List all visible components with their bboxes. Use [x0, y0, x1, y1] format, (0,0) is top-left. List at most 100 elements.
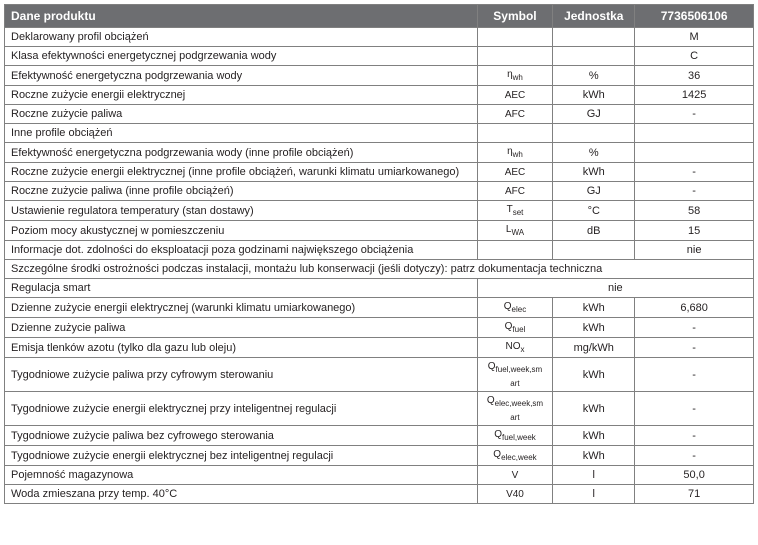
table-row: Tygodniowe zużycie paliwa przy cyfrowym … — [5, 358, 754, 392]
row-value: 1425 — [635, 86, 754, 105]
row-label: Deklarowany profil obciążeń — [5, 28, 478, 47]
row-unit: GJ — [553, 105, 635, 124]
row-label: Roczne zużycie energii elektrycznej — [5, 86, 478, 105]
row-unit: kWh — [553, 426, 635, 446]
row-unit: kWh — [553, 298, 635, 318]
row-symbol: AFC — [477, 182, 553, 201]
row-value: - — [635, 105, 754, 124]
row-unit: kWh — [553, 86, 635, 105]
row-value: M — [635, 28, 754, 47]
row-unit: kWh — [553, 446, 635, 466]
row-label: Tygodniowe zużycie paliwa bez cyfrowego … — [5, 426, 478, 446]
row-value: 50,0 — [635, 466, 754, 485]
row-symbol: Qelec,week — [477, 446, 553, 466]
table-row: Roczne zużycie paliwa (inne profile obci… — [5, 182, 754, 201]
table-row: Klasa efektywności energetycznej podgrze… — [5, 47, 754, 66]
header-model: 7736506106 — [635, 5, 754, 28]
row-label: Emisja tlenków azotu (tylko dla gazu lub… — [5, 338, 478, 358]
row-symbol: Qfuel — [477, 318, 553, 338]
row-label: Tygodniowe zużycie energii elektrycznej … — [5, 392, 478, 426]
table-row: Tygodniowe zużycie energii elektrycznej … — [5, 392, 754, 426]
row-label: Tygodniowe zużycie energii elektrycznej … — [5, 446, 478, 466]
row-symbol: Tset — [477, 201, 553, 221]
row-value: 15 — [635, 221, 754, 241]
row-symbol: NOx — [477, 338, 553, 358]
table-row: Poziom mocy akustycznej w pomieszczeniuL… — [5, 221, 754, 241]
row-label: Klasa efektywności energetycznej podgrze… — [5, 47, 478, 66]
header-unit: Jednostka — [553, 5, 635, 28]
table-row: Efektywność energetyczna podgrzewania wo… — [5, 66, 754, 86]
row-symbol — [477, 28, 553, 47]
table-row: Pojemność magazynowaVl50,0 — [5, 466, 754, 485]
row-symbol: V40 — [477, 485, 553, 504]
row-label: Inne profile obciążeń — [5, 124, 478, 143]
row-symbol: Qfuel,week,smart — [477, 358, 553, 392]
table-row: Tygodniowe zużycie paliwa bez cyfrowego … — [5, 426, 754, 446]
table-row: Tygodniowe zużycie energii elektrycznej … — [5, 446, 754, 466]
table-row: Efektywność energetyczna podgrzewania wo… — [5, 143, 754, 163]
row-value — [635, 124, 754, 143]
row-unit: % — [553, 66, 635, 86]
table-row: Roczne zużycie paliwaAFCGJ- — [5, 105, 754, 124]
row-unit: kWh — [553, 358, 635, 392]
row-symbol — [477, 241, 553, 260]
row-unit: kWh — [553, 318, 635, 338]
row-unit: % — [553, 143, 635, 163]
row-label: Poziom mocy akustycznej w pomieszczeniu — [5, 221, 478, 241]
row-label: Dzienne zużycie energii elektrycznej (wa… — [5, 298, 478, 318]
table-row: Dzienne zużycie energii elektrycznej (wa… — [5, 298, 754, 318]
row-label: Roczne zużycie paliwa — [5, 105, 478, 124]
row-symbol: Qelec — [477, 298, 553, 318]
row-value: C — [635, 47, 754, 66]
row-value: - — [635, 358, 754, 392]
smart-label: Regulacja smart — [5, 279, 478, 298]
merged-info-row: Szczególne środki ostrożności podczas in… — [5, 260, 754, 279]
row-symbol: Qelec,week,smart — [477, 392, 553, 426]
row-value: 71 — [635, 485, 754, 504]
table-row: Informacje dot. zdolności do eksploatacj… — [5, 241, 754, 260]
row-label: Efektywność energetyczna podgrzewania wo… — [5, 66, 478, 86]
row-label: Informacje dot. zdolności do eksploatacj… — [5, 241, 478, 260]
row-value: 36 — [635, 66, 754, 86]
row-value: - — [635, 318, 754, 338]
row-label: Roczne zużycie paliwa (inne profile obci… — [5, 182, 478, 201]
row-symbol: AEC — [477, 86, 553, 105]
smart-regulation-row: Regulacja smart nie — [5, 279, 754, 298]
table-row: Dzienne zużycie paliwaQfuelkWh- — [5, 318, 754, 338]
row-symbol — [477, 47, 553, 66]
row-symbol: LWA — [477, 221, 553, 241]
row-symbol: AFC — [477, 105, 553, 124]
merged-info-text: Szczególne środki ostrożności podczas in… — [5, 260, 754, 279]
table-row: Woda zmieszana przy temp. 40°CV40l71 — [5, 485, 754, 504]
row-value: - — [635, 182, 754, 201]
header-symbol: Symbol — [477, 5, 553, 28]
row-unit: GJ — [553, 182, 635, 201]
row-label: Tygodniowe zużycie paliwa przy cyfrowym … — [5, 358, 478, 392]
table-row: Emisja tlenków azotu (tylko dla gazu lub… — [5, 338, 754, 358]
row-unit — [553, 124, 635, 143]
table-row: Deklarowany profil obciążeń M — [5, 28, 754, 47]
row-label: Dzienne zużycie paliwa — [5, 318, 478, 338]
row-symbol: AEC — [477, 163, 553, 182]
row-label: Roczne zużycie energii elektrycznej (inn… — [5, 163, 478, 182]
product-data-table: Dane produktu Symbol Jednostka 773650610… — [4, 4, 754, 504]
row-unit: l — [553, 485, 635, 504]
table-row: Ustawienie regulatora temperatury (stan … — [5, 201, 754, 221]
row-value: - — [635, 392, 754, 426]
smart-value: nie — [477, 279, 753, 298]
row-unit: mg/kWh — [553, 338, 635, 358]
row-unit: kWh — [553, 163, 635, 182]
row-label: Pojemność magazynowa — [5, 466, 478, 485]
row-symbol: ηwh — [477, 143, 553, 163]
row-symbol: ηwh — [477, 66, 553, 86]
row-symbol — [477, 124, 553, 143]
row-value: 58 — [635, 201, 754, 221]
row-unit — [553, 28, 635, 47]
row-value: - — [635, 338, 754, 358]
row-label: Efektywność energetyczna podgrzewania wo… — [5, 143, 478, 163]
table-row: Roczne zużycie energii elektrycznejAECkW… — [5, 86, 754, 105]
table-row: Roczne zużycie energii elektrycznej (inn… — [5, 163, 754, 182]
header-product-data: Dane produktu — [5, 5, 478, 28]
row-unit — [553, 241, 635, 260]
row-unit: dB — [553, 221, 635, 241]
